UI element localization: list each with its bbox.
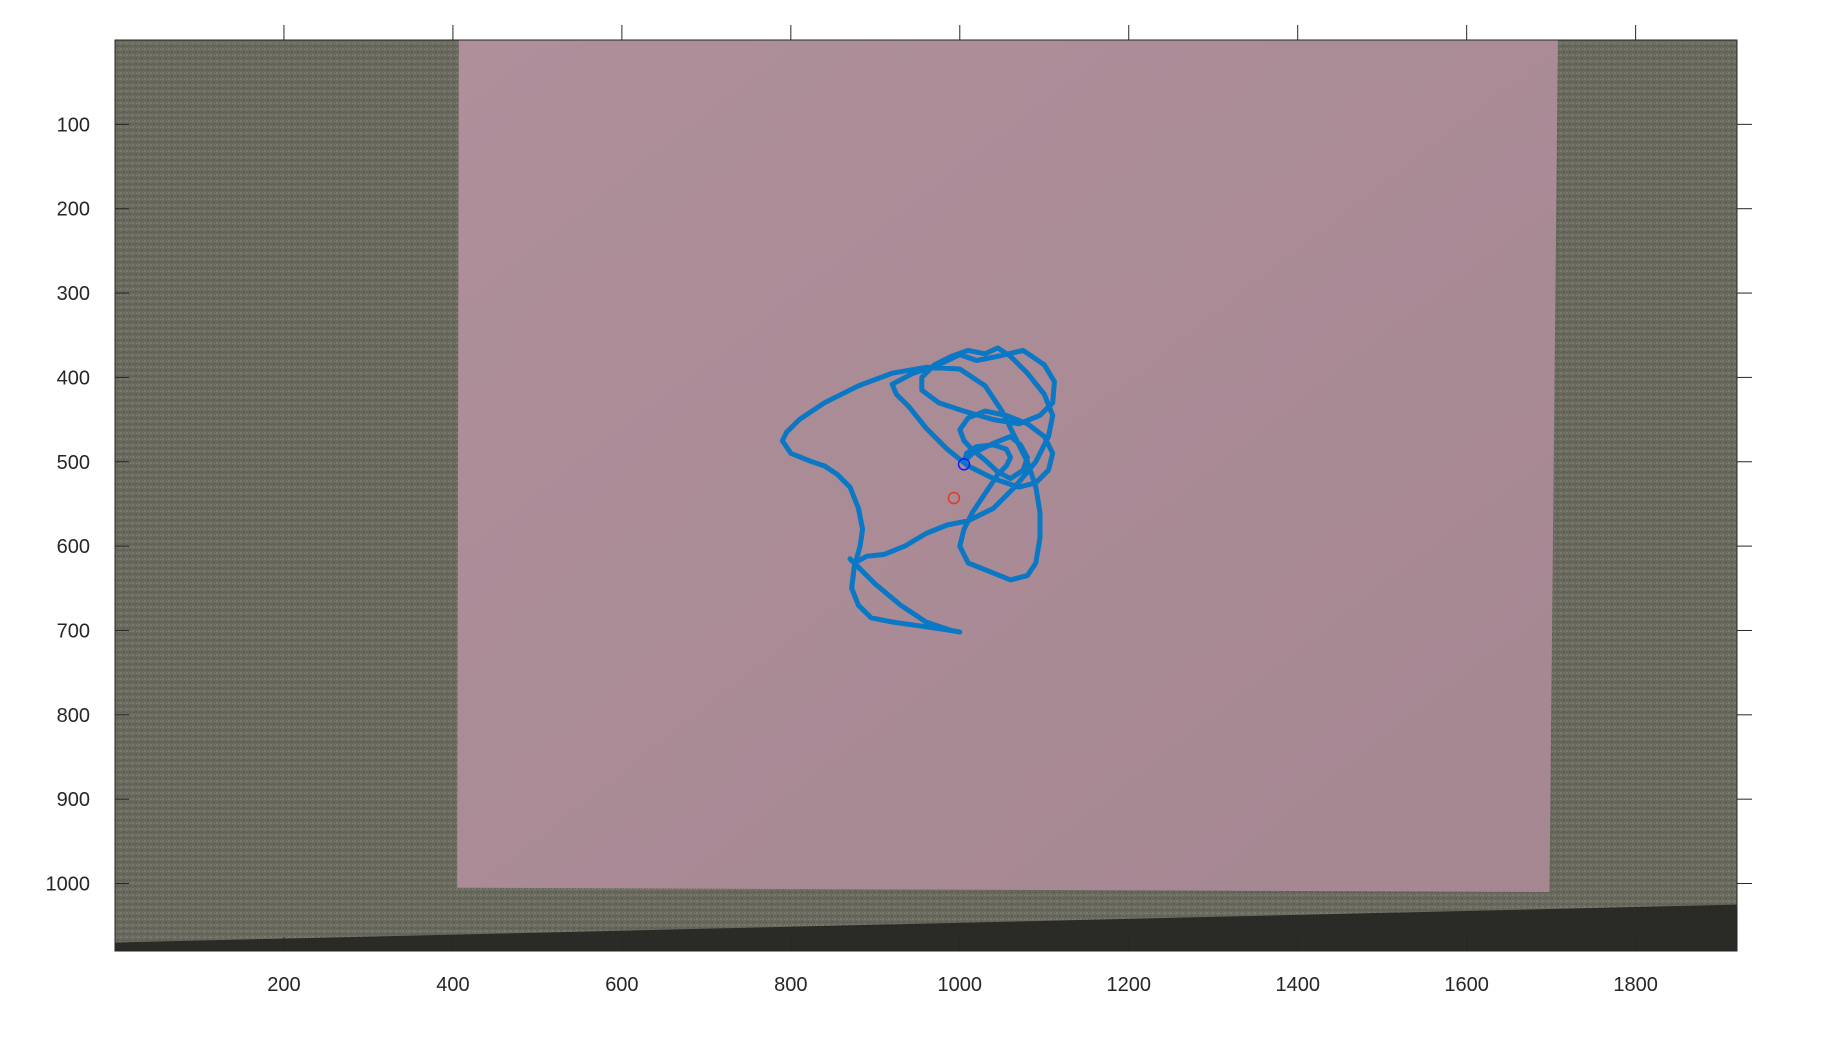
- trajectory-line: [779, 345, 1057, 635]
- end-marker: [947, 491, 961, 505]
- y-tick-label: 800: [57, 705, 90, 727]
- x-tick-label: 1000: [938, 974, 983, 996]
- plot-area: [115, 40, 1737, 951]
- y-tick-label: 300: [57, 283, 90, 305]
- y-tick-label: 600: [57, 536, 90, 558]
- y-tick-label: 100: [57, 114, 90, 136]
- x-tick-label: 1400: [1275, 974, 1320, 996]
- y-tick-label: 500: [57, 452, 90, 474]
- y-tick-label: 900: [57, 789, 90, 811]
- y-tick-label: 200: [57, 199, 90, 221]
- x-tick-label: 400: [436, 974, 469, 996]
- x-tick-label: 600: [605, 974, 638, 996]
- start-marker: [957, 458, 971, 471]
- y-tick-label: 1000: [46, 874, 91, 896]
- x-axis-ticks: 200 400 600 800 1000 1200 1400 1600 1800: [267, 25, 1658, 996]
- y-tick-label: 700: [57, 620, 90, 642]
- x-tick-label: 800: [774, 974, 807, 996]
- x-tick-label: 1800: [1613, 974, 1658, 996]
- y-tick-label: 400: [57, 367, 90, 389]
- background-floor-edge: [115, 904, 1737, 951]
- x-tick-label: 1200: [1107, 974, 1152, 996]
- markers-group: [947, 458, 971, 505]
- x-tick-label: 200: [267, 974, 300, 996]
- x-tick-label: 1600: [1444, 974, 1489, 996]
- y-axis-ticks: 100 200 300 400 500 600 700 800 900 1000: [46, 114, 1752, 896]
- axes-box: [114, 39, 1738, 952]
